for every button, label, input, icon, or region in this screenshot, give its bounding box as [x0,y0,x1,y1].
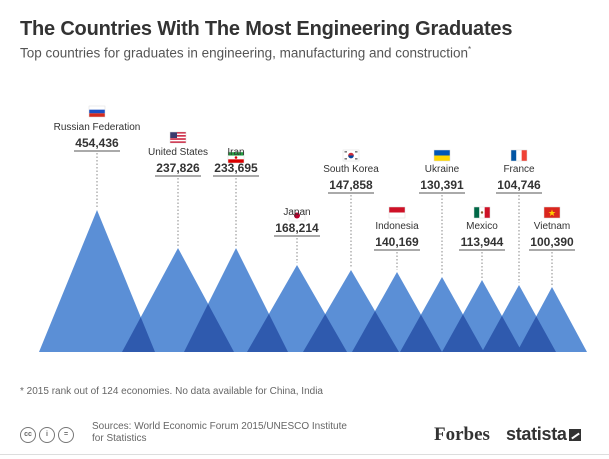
labels-layer: Russian Federation 454,436 United States 23… [54,105,575,285]
overlap-layer [122,303,556,352]
russia-flag-icon [88,105,106,118]
country-label-japan: Japan [283,207,310,218]
value-label-vietnam: 100,390 [530,235,574,249]
value-label-indonesia: 140,169 [375,235,419,249]
iran-flag-icon [227,151,245,164]
overlap-france-vietnam [517,316,556,352]
forbes-logo: Forbes [434,424,490,445]
statista-text: statista [506,424,567,444]
value-label-ukraine: 130,391 [420,178,464,192]
chart-title: The Countries With The Most Engineering … [20,18,513,40]
value-label-russian-federation: 454,436 [75,136,119,150]
value-label-france: 104,746 [497,178,541,192]
attribution-icon: i [39,427,55,443]
subtitle-footnote-marker: * [468,45,472,54]
value-label-south-korea: 147,858 [329,178,373,192]
bottom-rule [0,454,609,455]
overlap-russian-federation-united-states [122,317,155,352]
sources: Sources: World Economic Forum 2015/UNESC… [92,421,347,444]
country-label-united-states: United States [148,147,208,158]
no-derivatives-icon: = [58,427,74,443]
value-label-iran: 233,695 [214,161,258,175]
usa-flag-icon [169,131,187,144]
overlap-mexico-france [482,315,522,352]
license-icons: cc i = [20,427,74,443]
indonesia-flag-icon [388,206,406,219]
country-label-indonesia: Indonesia [375,221,419,232]
value-label-japan: 168,214 [275,221,319,235]
mexico-flag-icon [473,206,491,219]
overlap-indonesia-ukraine [400,314,442,352]
country-label-ukraine: Ukraine [425,164,460,175]
japan-flag-icon [288,209,306,222]
country-label-vietnam: Vietnam [534,221,571,232]
chart-subtitle: Top countries for graduates in engineeri… [20,45,471,61]
country-label-south-korea: South Korea [323,164,379,175]
country-label-france: France [503,164,535,175]
value-label-united-states: 237,826 [156,161,200,175]
france-flag-icon [510,149,528,162]
value-label-mexico: 113,944 [461,235,504,249]
ukraine-flag-icon [433,149,451,162]
overlap-ukraine-mexico [442,314,484,352]
triangle-chart: Russian Federation 454,436 United States 23… [39,105,587,352]
triangle-russian-federation [39,210,155,352]
overlap-south-korea-indonesia [352,311,399,352]
vietnam-flag-icon [543,206,561,219]
overlap-japan-south-korea [303,314,347,352]
statista-icon [568,429,581,441]
overlap-united-states-iran [184,303,234,352]
statista-logo: statista [506,424,581,445]
country-label-russian-federation: Russian Federation [54,122,141,133]
south-korea-flag-icon [342,149,360,162]
overlap-iran-japan [247,313,288,352]
footnote: * 2015 rank out of 124 economies. No dat… [20,386,323,397]
country-label-iran: Iran [227,147,244,158]
country-label-mexico: Mexico [466,221,498,232]
cc-icon: cc [20,427,36,443]
subtitle-text: Top countries for graduates in engineeri… [20,45,469,61]
